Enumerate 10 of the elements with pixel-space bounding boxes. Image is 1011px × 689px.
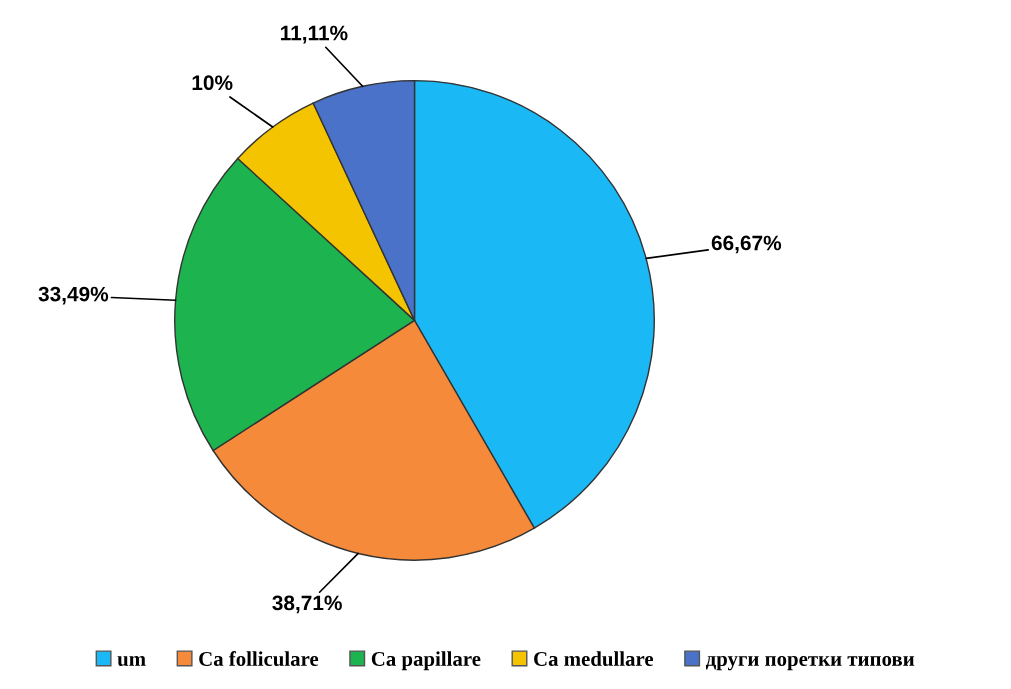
legend-label: Ca medullare (534, 651, 654, 667)
data-label: 11,11% (281, 25, 348, 44)
legend-label: други поретки типови (705, 655, 915, 671)
legend-label: um (117, 655, 146, 667)
legend-label: Ca folliculare (199, 651, 319, 667)
data-label: 66,67% (711, 235, 782, 254)
data-label: 33,49% (38, 286, 109, 305)
data-label: 38,71% (272, 595, 342, 614)
data-label: 10% (192, 75, 233, 91)
legend-label: Ca papillare (371, 651, 481, 671)
